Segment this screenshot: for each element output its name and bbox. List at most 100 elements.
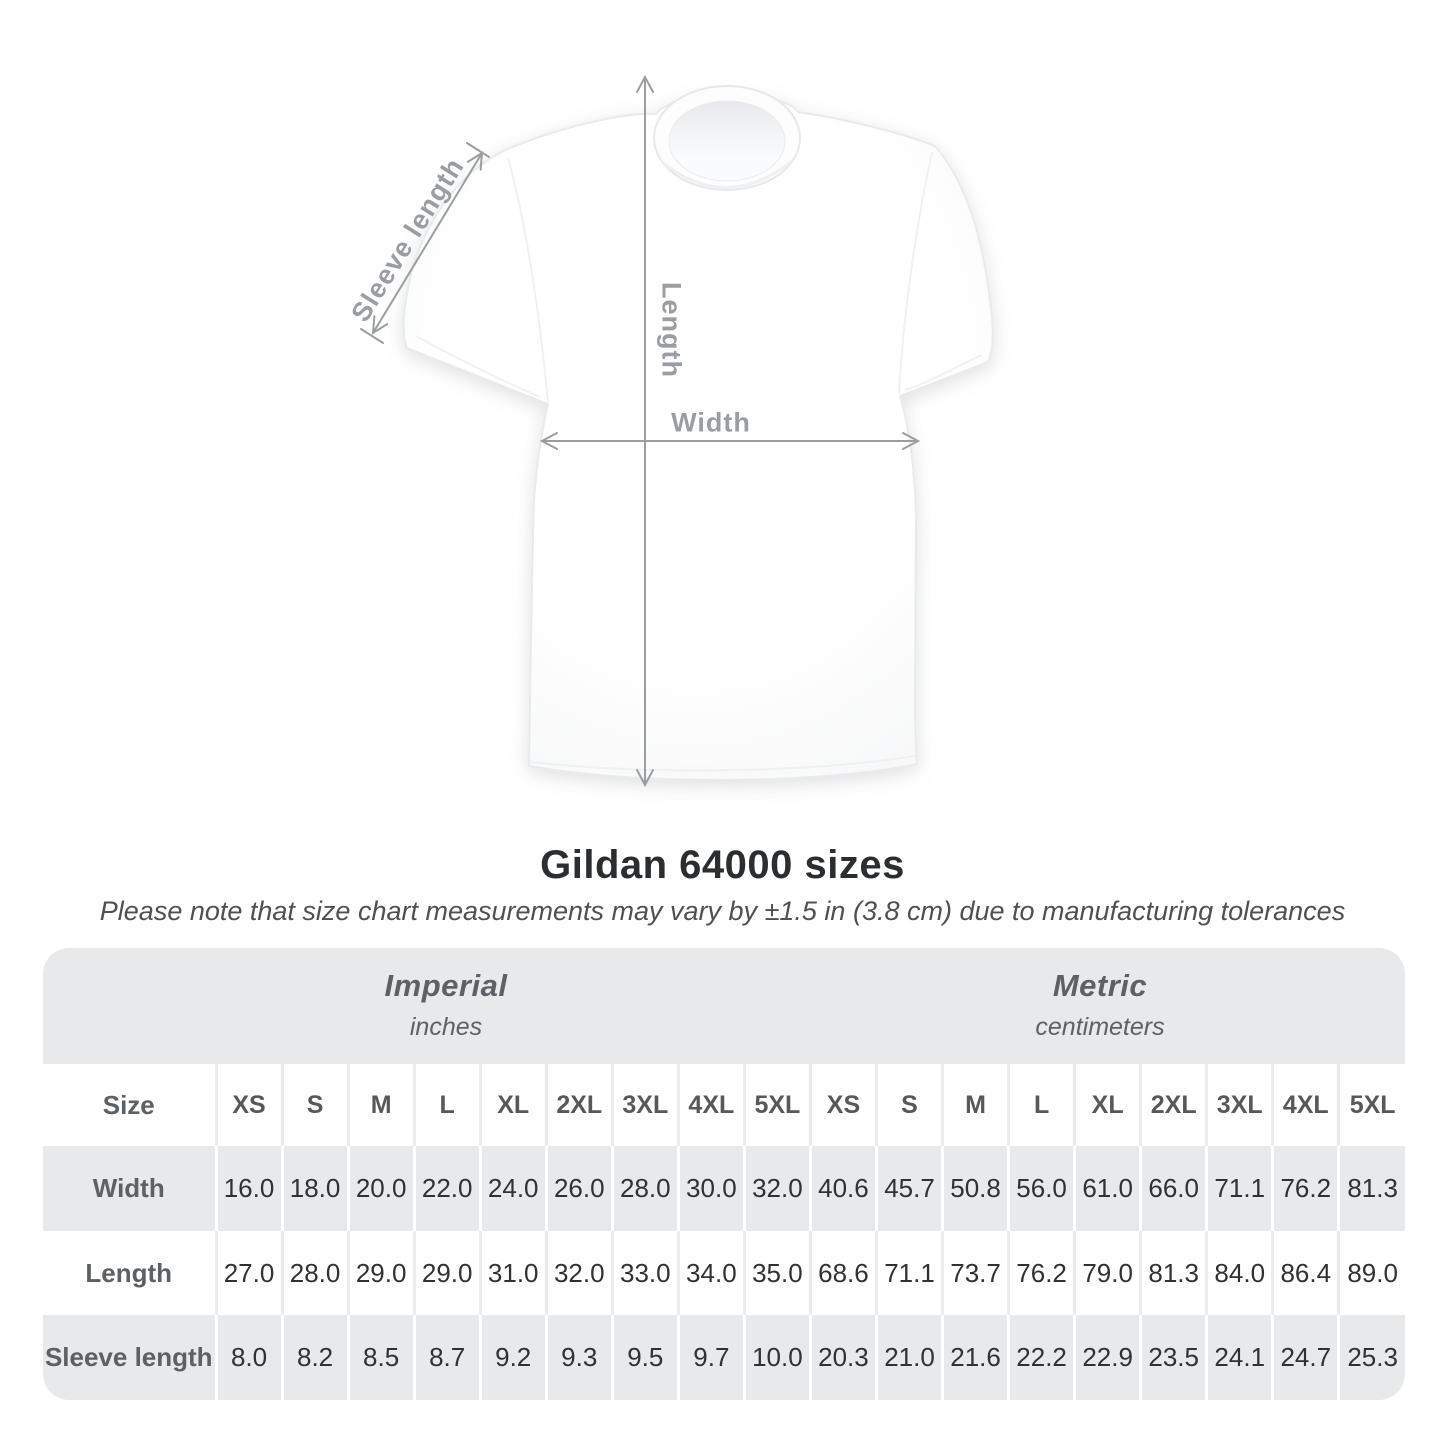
size-value-cell: 35.0 (742, 1231, 811, 1315)
size-value-cell: 9.5 (610, 1315, 679, 1400)
collar-seam (661, 158, 794, 189)
table-row-sleeve-length: Sleeve length 8.0 8.2 8.5 8.7 9.2 9.3 9.5 9.7 10… (43, 1315, 1405, 1400)
size-col-header: 5XL (1337, 1064, 1405, 1146)
size-value-cell: 66.0 (1139, 1146, 1207, 1231)
length-label: Length (656, 282, 687, 378)
size-col-header: XL (478, 1064, 547, 1146)
size-value-cell: 29.0 (346, 1231, 415, 1315)
size-value-cell: 31.0 (478, 1231, 547, 1315)
size-value-cell: 8.2 (280, 1315, 349, 1400)
size-value-cell: 86.4 (1271, 1231, 1339, 1315)
size-col-header: 5XL (742, 1064, 811, 1146)
size-value-cell: 33.0 (610, 1231, 679, 1315)
size-value-cell: 56.0 (1007, 1146, 1075, 1231)
size-value-cell: 61.0 (1073, 1146, 1141, 1231)
imperial-label: Imperial (384, 968, 508, 1003)
metric-label: Metric (1052, 968, 1148, 1003)
size-value-cell: 76.2 (1271, 1146, 1339, 1231)
size-col-header: 4XL (1271, 1064, 1339, 1146)
metric-header: Metric centimeters (1035, 968, 1164, 1042)
size-value-cell: 26.0 (544, 1146, 613, 1231)
size-value-cell: 20.0 (346, 1146, 415, 1231)
table-row-length: Length 27.0 28.0 29.0 29.0 31.0 32.0 33.0 34.0 3… (43, 1231, 1405, 1315)
size-value-cell: 27.0 (214, 1231, 283, 1315)
size-value-cell: 40.6 (808, 1146, 877, 1231)
size-col-header: 2XL (544, 1064, 613, 1146)
size-col-header: XL (1073, 1064, 1141, 1146)
size-value-cell: 50.8 (941, 1146, 1009, 1231)
size-value-cell: 34.0 (676, 1231, 745, 1315)
size-value-cell: 23.5 (1139, 1315, 1207, 1400)
size-value-cell: 32.0 (544, 1231, 613, 1315)
size-col-header: 3XL (610, 1064, 679, 1146)
size-value-cell: 22.2 (1007, 1315, 1075, 1400)
size-value-cell: 25.3 (1337, 1315, 1405, 1400)
metric-unit: centimeters (1035, 1013, 1165, 1041)
size-value-cell: 81.3 (1139, 1231, 1207, 1315)
size-header-cell: Size (102, 1089, 155, 1120)
page-title: Gildan 64000 sizes (540, 843, 905, 887)
size-value-cell: 18.0 (280, 1146, 349, 1231)
unit-band: Imperial inches Metric centimeters (43, 948, 1405, 1064)
size-value-cell: 8.5 (346, 1315, 415, 1400)
size-value-cell: 9.7 (676, 1315, 745, 1400)
size-value-cell: 8.0 (214, 1315, 283, 1400)
size-col-header: XS (808, 1064, 877, 1146)
sleeve-length-arrow (360, 142, 490, 344)
size-value-cell: 21.0 (874, 1315, 943, 1400)
size-value-cell: 45.7 (874, 1146, 943, 1231)
size-col-header: M (346, 1064, 415, 1146)
width-label: Width (671, 407, 751, 438)
size-value-cell: 24.1 (1205, 1315, 1273, 1400)
tolerance-note: Please note that size chart measurements… (99, 896, 1346, 926)
table-row-width: Width 16.0 18.0 20.0 22.0 24.0 26.0 28.0 30.0 32… (43, 1146, 1405, 1231)
size-col-header: XS (214, 1064, 283, 1146)
size-col-header: L (1007, 1064, 1075, 1146)
size-chart-card: Imperial inches Metric centimeters Size … (43, 948, 1405, 1400)
size-value-cell: 9.3 (544, 1315, 613, 1400)
size-value-cell: 81.3 (1337, 1146, 1405, 1231)
size-col-header: 2XL (1139, 1064, 1207, 1146)
imperial-unit: inches (409, 1013, 483, 1041)
size-value-cell: 28.0 (280, 1231, 349, 1315)
size-value-cell: 73.7 (941, 1231, 1009, 1315)
size-value-cell: 71.1 (1205, 1146, 1273, 1231)
size-value-cell: 76.2 (1007, 1231, 1075, 1315)
size-value-cell: 30.0 (676, 1146, 745, 1231)
size-col-header: L (412, 1064, 481, 1146)
size-value-cell: 79.0 (1073, 1231, 1141, 1315)
size-value-cell: 89.0 (1337, 1231, 1405, 1315)
size-value-cell: 9.2 (478, 1315, 547, 1400)
size-value-cell: 24.0 (478, 1146, 547, 1231)
size-value-cell: 28.0 (610, 1146, 679, 1231)
size-value-cell: 29.0 (412, 1231, 481, 1315)
collar-opening (668, 100, 786, 182)
size-value-cell: 71.1 (874, 1231, 943, 1315)
size-value-cell: 8.7 (412, 1315, 481, 1400)
size-value-cell: 22.9 (1073, 1315, 1141, 1400)
row-label-width: Width (43, 1146, 216, 1231)
size-value-cell: 22.0 (412, 1146, 481, 1231)
size-col-header: S (874, 1064, 943, 1146)
size-header-row: Size XS S M L XL 2XL 3XL 4XL 5XL XS S M L XL 2XL 3XL 4XL… (43, 1064, 1405, 1146)
size-value-cell: 68.6 (808, 1231, 877, 1315)
size-value-cell: 32.0 (742, 1146, 811, 1231)
row-label-sleeve-length: Sleeve length (43, 1315, 216, 1400)
row-label-length: Length (85, 1257, 173, 1288)
size-value-cell: 20.3 (808, 1315, 877, 1400)
imperial-header: Imperial inches (385, 968, 508, 1042)
size-value-cell: 24.7 (1271, 1315, 1339, 1400)
size-col-header: S (280, 1064, 349, 1146)
size-col-header: 3XL (1205, 1064, 1273, 1146)
length-arrow (636, 74, 654, 788)
size-col-header: 4XL (676, 1064, 745, 1146)
size-value-cell: 16.0 (214, 1146, 283, 1231)
size-chart-table: Size XS S M L XL 2XL 3XL 4XL 5XL XS S M L XL 2XL 3XL 4XL… (43, 1064, 1405, 1400)
size-value-cell: 21.6 (941, 1315, 1009, 1400)
width-arrow (539, 432, 921, 450)
tshirt-body (402, 85, 994, 782)
size-value-cell: 84.0 (1205, 1231, 1273, 1315)
